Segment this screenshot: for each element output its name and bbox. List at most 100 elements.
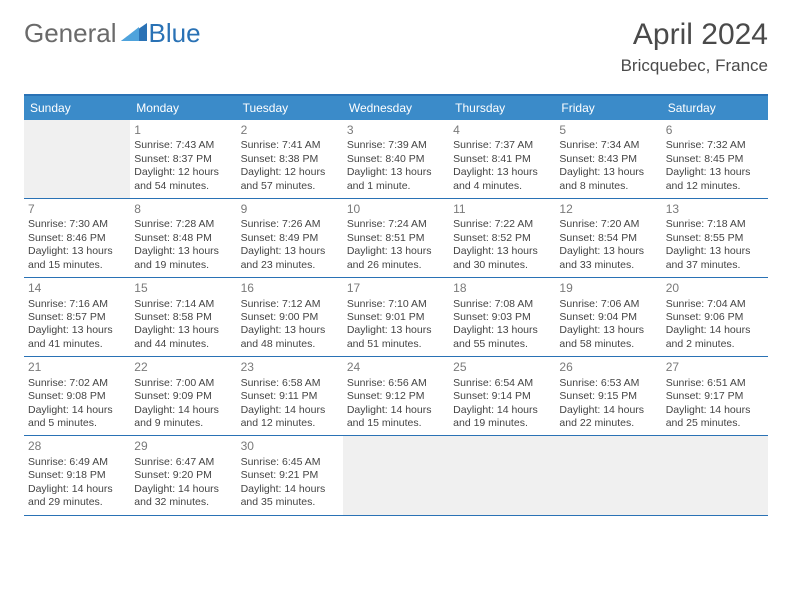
title-block: April 2024 Bricquebec, France xyxy=(621,18,768,76)
daylight-line2: and 35 minutes. xyxy=(241,496,339,509)
sunrise-text: Sunrise: 7:41 AM xyxy=(241,139,339,152)
daylight-line1: Daylight: 13 hours xyxy=(347,245,445,258)
day-cell: 27Sunrise: 6:51 AMSunset: 9:17 PMDayligh… xyxy=(662,357,768,436)
sunrise-text: Sunrise: 7:32 AM xyxy=(666,139,764,152)
day-number: 24 xyxy=(347,360,445,375)
daylight-line2: and 5 minutes. xyxy=(28,417,126,430)
day-number: 6 xyxy=(666,123,764,138)
day-number: 29 xyxy=(134,439,232,454)
sunrise-text: Sunrise: 6:54 AM xyxy=(453,377,551,390)
daylight-line1: Daylight: 13 hours xyxy=(134,324,232,337)
day-number: 8 xyxy=(134,202,232,217)
sunset-text: Sunset: 9:03 PM xyxy=(453,311,551,324)
sunrise-text: Sunrise: 6:56 AM xyxy=(347,377,445,390)
daylight-line1: Daylight: 14 hours xyxy=(134,483,232,496)
day-number: 22 xyxy=(134,360,232,375)
day-number: 11 xyxy=(453,202,551,217)
sunrise-text: Sunrise: 7:06 AM xyxy=(559,298,657,311)
sunrise-text: Sunrise: 6:45 AM xyxy=(241,456,339,469)
day-number: 12 xyxy=(559,202,657,217)
sunset-text: Sunset: 9:18 PM xyxy=(28,469,126,482)
day-cell: 30Sunrise: 6:45 AMSunset: 9:21 PMDayligh… xyxy=(237,436,343,515)
daylight-line2: and 48 minutes. xyxy=(241,338,339,351)
day-cell: 1Sunrise: 7:43 AMSunset: 8:37 PMDaylight… xyxy=(130,120,236,199)
daylight-line2: and 19 minutes. xyxy=(134,259,232,272)
sunrise-text: Sunrise: 7:20 AM xyxy=(559,218,657,231)
day-cell: 26Sunrise: 6:53 AMSunset: 9:15 PMDayligh… xyxy=(555,357,661,436)
sunrise-text: Sunrise: 7:14 AM xyxy=(134,298,232,311)
day-header: Monday xyxy=(130,96,236,120)
sunset-text: Sunset: 9:11 PM xyxy=(241,390,339,403)
sunset-text: Sunset: 8:49 PM xyxy=(241,232,339,245)
daylight-line1: Daylight: 13 hours xyxy=(134,245,232,258)
empty-cell xyxy=(662,436,768,515)
sunrise-text: Sunrise: 7:37 AM xyxy=(453,139,551,152)
daylight-line1: Daylight: 13 hours xyxy=(559,245,657,258)
sunset-text: Sunset: 8:57 PM xyxy=(28,311,126,324)
daylight-line2: and 4 minutes. xyxy=(453,180,551,193)
sunset-text: Sunset: 9:00 PM xyxy=(241,311,339,324)
day-cell: 20Sunrise: 7:04 AMSunset: 9:06 PMDayligh… xyxy=(662,278,768,357)
daylight-line1: Daylight: 13 hours xyxy=(559,324,657,337)
daylight-line2: and 22 minutes. xyxy=(559,417,657,430)
brand-logo: General Blue xyxy=(24,18,201,49)
daylight-line1: Daylight: 14 hours xyxy=(241,404,339,417)
daylight-line1: Daylight: 14 hours xyxy=(28,483,126,496)
day-cell: 4Sunrise: 7:37 AMSunset: 8:41 PMDaylight… xyxy=(449,120,555,199)
day-cell: 8Sunrise: 7:28 AMSunset: 8:48 PMDaylight… xyxy=(130,199,236,278)
day-header: Sunday xyxy=(24,96,130,120)
day-number: 2 xyxy=(241,123,339,138)
day-number: 26 xyxy=(559,360,657,375)
day-number: 16 xyxy=(241,281,339,296)
sunrise-text: Sunrise: 7:04 AM xyxy=(666,298,764,311)
sunset-text: Sunset: 8:51 PM xyxy=(347,232,445,245)
daylight-line2: and 9 minutes. xyxy=(134,417,232,430)
day-cell: 18Sunrise: 7:08 AMSunset: 9:03 PMDayligh… xyxy=(449,278,555,357)
daylight-line1: Daylight: 13 hours xyxy=(28,324,126,337)
sunset-text: Sunset: 8:43 PM xyxy=(559,153,657,166)
sunset-text: Sunset: 9:08 PM xyxy=(28,390,126,403)
sunrise-text: Sunrise: 6:49 AM xyxy=(28,456,126,469)
day-number: 9 xyxy=(241,202,339,217)
sunset-text: Sunset: 8:38 PM xyxy=(241,153,339,166)
day-number: 3 xyxy=(347,123,445,138)
day-number: 15 xyxy=(134,281,232,296)
daylight-line2: and 51 minutes. xyxy=(347,338,445,351)
daylight-line1: Daylight: 13 hours xyxy=(453,324,551,337)
day-cell: 10Sunrise: 7:24 AMSunset: 8:51 PMDayligh… xyxy=(343,199,449,278)
sunset-text: Sunset: 8:40 PM xyxy=(347,153,445,166)
sunrise-text: Sunrise: 7:16 AM xyxy=(28,298,126,311)
day-cell: 5Sunrise: 7:34 AMSunset: 8:43 PMDaylight… xyxy=(555,120,661,199)
day-header: Wednesday xyxy=(343,96,449,120)
daylight-line2: and 44 minutes. xyxy=(134,338,232,351)
sunrise-text: Sunrise: 6:47 AM xyxy=(134,456,232,469)
calendar-grid: SundayMondayTuesdayWednesdayThursdayFrid… xyxy=(24,94,768,516)
sunrise-text: Sunrise: 7:39 AM xyxy=(347,139,445,152)
day-header: Tuesday xyxy=(237,96,343,120)
daylight-line2: and 12 minutes. xyxy=(241,417,339,430)
day-number: 19 xyxy=(559,281,657,296)
daylight-line1: Daylight: 14 hours xyxy=(347,404,445,417)
sunrise-text: Sunrise: 7:30 AM xyxy=(28,218,126,231)
sunrise-text: Sunrise: 7:34 AM xyxy=(559,139,657,152)
daylight-line1: Daylight: 13 hours xyxy=(666,245,764,258)
daylight-line2: and 41 minutes. xyxy=(28,338,126,351)
day-number: 14 xyxy=(28,281,126,296)
daylight-line2: and 19 minutes. xyxy=(453,417,551,430)
sunrise-text: Sunrise: 7:08 AM xyxy=(453,298,551,311)
brand-triangle-icon xyxy=(121,21,147,46)
day-number: 4 xyxy=(453,123,551,138)
day-header: Friday xyxy=(555,96,661,120)
sunrise-text: Sunrise: 7:02 AM xyxy=(28,377,126,390)
empty-cell xyxy=(555,436,661,515)
day-number: 21 xyxy=(28,360,126,375)
daylight-line1: Daylight: 13 hours xyxy=(453,245,551,258)
daylight-line1: Daylight: 14 hours xyxy=(241,483,339,496)
location-label: Bricquebec, France xyxy=(621,56,768,76)
sunrise-text: Sunrise: 7:00 AM xyxy=(134,377,232,390)
daylight-line2: and 55 minutes. xyxy=(453,338,551,351)
daylight-line2: and 57 minutes. xyxy=(241,180,339,193)
day-number: 13 xyxy=(666,202,764,217)
day-number: 27 xyxy=(666,360,764,375)
day-cell: 19Sunrise: 7:06 AMSunset: 9:04 PMDayligh… xyxy=(555,278,661,357)
